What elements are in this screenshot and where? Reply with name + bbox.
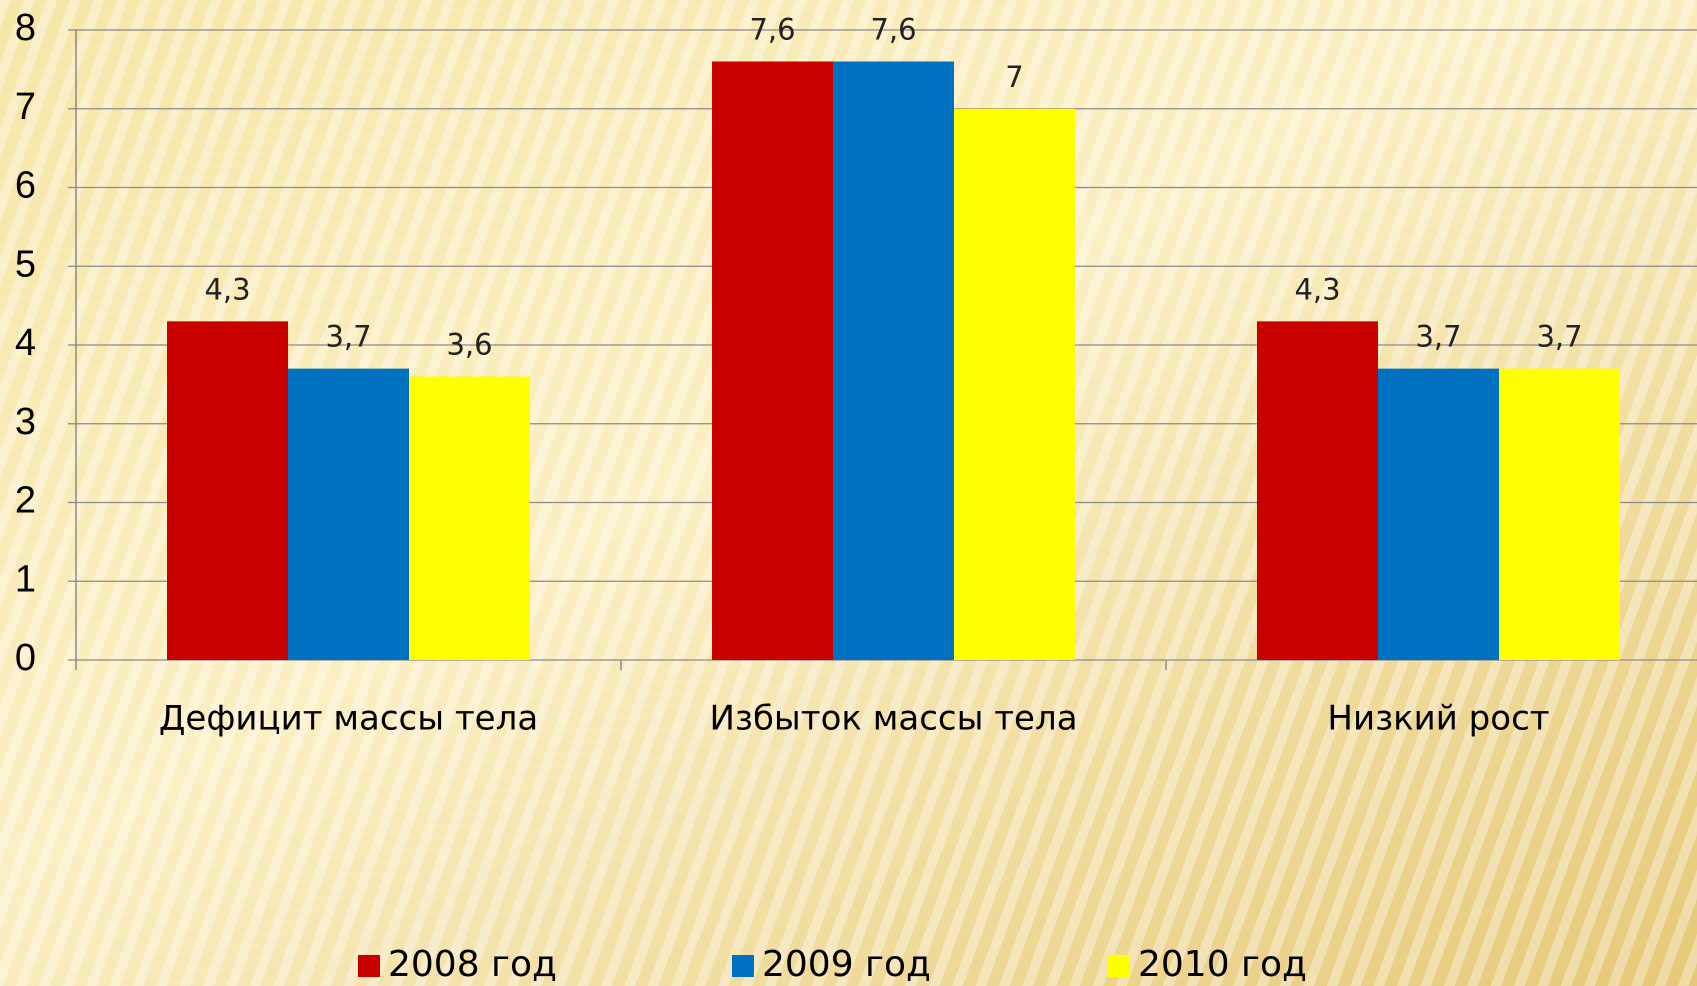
bar bbox=[288, 368, 409, 660]
x-tick-label: Дефицит массы тела bbox=[159, 699, 538, 739]
value-label: 3,6 bbox=[446, 328, 492, 362]
value-label: 3,7 bbox=[1415, 320, 1461, 354]
legend-label: 2008 год bbox=[388, 944, 557, 985]
y-tick-label: 0 bbox=[15, 637, 36, 679]
value-label: 7,6 bbox=[870, 13, 916, 47]
x-tick-label: Избыток массы тела bbox=[709, 699, 1077, 739]
x-tick-label: Низкий рост bbox=[1327, 699, 1549, 739]
bar bbox=[167, 321, 288, 660]
value-label: 3,7 bbox=[325, 320, 371, 354]
value-label: 3,7 bbox=[1536, 320, 1582, 354]
legend-swatch bbox=[1108, 955, 1130, 977]
legend-label: 2010 год bbox=[1138, 944, 1307, 985]
y-tick-label: 4 bbox=[15, 322, 36, 364]
legend-swatch bbox=[358, 955, 380, 977]
bar bbox=[1257, 321, 1378, 660]
value-label: 7,6 bbox=[749, 13, 795, 47]
y-tick-label: 8 bbox=[15, 7, 36, 49]
bar bbox=[712, 61, 833, 660]
bar bbox=[954, 108, 1075, 660]
legend-swatch bbox=[732, 955, 754, 977]
y-tick-label: 1 bbox=[15, 558, 36, 600]
y-tick-label: 2 bbox=[15, 480, 36, 522]
value-label: 4,3 bbox=[204, 272, 250, 306]
bar bbox=[409, 376, 530, 660]
value-label: 7 bbox=[1005, 60, 1023, 94]
y-tick-label: 3 bbox=[15, 401, 36, 443]
y-tick-label: 6 bbox=[15, 165, 36, 207]
bar bbox=[1378, 368, 1499, 660]
y-tick-label: 7 bbox=[15, 86, 36, 128]
bar bbox=[1499, 368, 1620, 660]
bar bbox=[833, 61, 954, 660]
y-tick-label: 5 bbox=[15, 243, 36, 285]
value-label: 4,3 bbox=[1294, 272, 1340, 306]
legend-label: 2009 год bbox=[762, 944, 931, 985]
